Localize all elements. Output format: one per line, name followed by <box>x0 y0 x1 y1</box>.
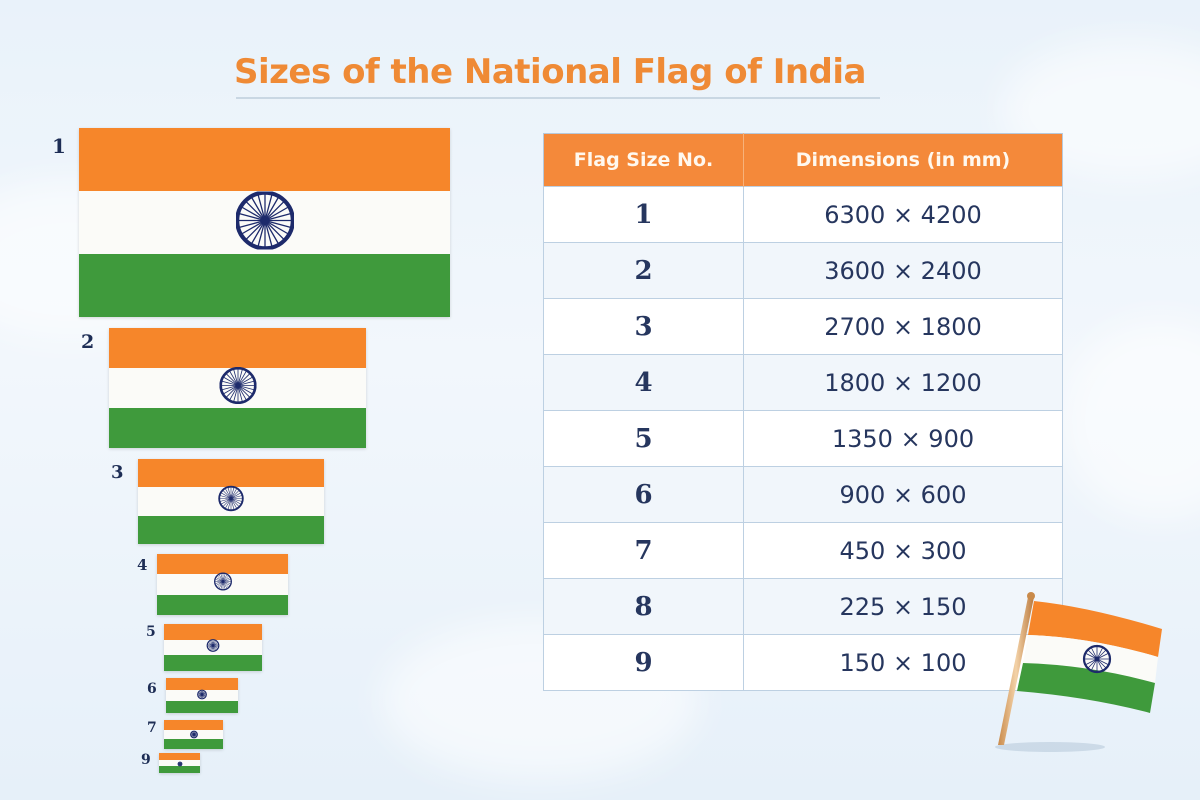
table-row: 6 900 × 600 <box>543 466 1063 523</box>
dimensions-cell: 3600 × 2400 <box>743 242 1063 299</box>
flag-size-label: 4 <box>137 556 148 574</box>
dimensions-cell: 6300 × 4200 <box>743 186 1063 243</box>
table-row: 5 1350 × 900 <box>543 410 1063 467</box>
table-row: 2 3600 × 2400 <box>543 242 1063 299</box>
size-no-cell: 4 <box>543 354 744 411</box>
title-divider <box>236 97 880 99</box>
header-flag-size-no: Flag Size No. <box>543 133 744 187</box>
india-flag-icon <box>166 678 238 714</box>
ashoka-chakra-icon <box>206 638 220 657</box>
dimensions-cell: 225 × 150 <box>743 578 1063 635</box>
size-no-cell: 5 <box>543 410 744 467</box>
table-header-row: Flag Size No. Dimensions (in mm) <box>543 133 1063 187</box>
ashoka-chakra-icon <box>213 572 232 596</box>
ashoka-chakra-icon <box>197 687 208 705</box>
flag-size-label: 5 <box>146 624 156 640</box>
ashoka-chakra-icon <box>218 486 244 517</box>
size-no-cell: 2 <box>543 242 744 299</box>
flag-size-label: 7 <box>147 720 157 736</box>
flag-size-label: 1 <box>52 134 66 158</box>
dimensions-cell: 450 × 300 <box>743 522 1063 579</box>
table-row: 1 6300 × 4200 <box>543 186 1063 243</box>
ashoka-chakra-icon <box>177 754 183 772</box>
background-cloud <box>1060 320 1200 520</box>
ashoka-chakra-icon <box>234 190 295 254</box>
india-flag-icon <box>157 554 288 615</box>
india-flag-icon <box>138 459 324 544</box>
table-row: 9 150 × 100 <box>543 634 1063 691</box>
waving-flag-icon <box>995 592 1162 752</box>
dimensions-cell: 2700 × 1800 <box>743 298 1063 355</box>
size-no-cell: 7 <box>543 522 744 579</box>
size-no-cell: 6 <box>543 466 744 523</box>
table-row: 8 225 × 150 <box>543 578 1063 635</box>
flag-size-label: 9 <box>141 752 151 768</box>
table-row: 4 1800 × 1200 <box>543 354 1063 411</box>
table-row: 3 2700 × 1800 <box>543 298 1063 355</box>
india-flag-icon <box>109 328 366 448</box>
dimensions-cell: 1800 × 1200 <box>743 354 1063 411</box>
page-title: Sizes of the National Flag of India <box>234 52 867 92</box>
india-flag-icon <box>79 128 450 317</box>
flag-size-table: Flag Size No. Dimensions (in mm) 1 6300 ×… <box>543 133 1063 691</box>
ashoka-chakra-icon <box>218 366 257 409</box>
header-dimensions: Dimensions (in mm) <box>743 133 1063 187</box>
flag-size-label: 6 <box>147 681 157 697</box>
size-no-cell: 9 <box>543 634 744 691</box>
size-no-cell: 3 <box>543 298 744 355</box>
table-row: 7 450 × 300 <box>543 522 1063 579</box>
size-no-cell: 8 <box>543 578 744 635</box>
flag-size-label: 3 <box>111 462 124 483</box>
flag-size-label: 2 <box>81 331 95 353</box>
dimensions-cell: 900 × 600 <box>743 466 1063 523</box>
dimensions-cell: 150 × 100 <box>743 634 1063 691</box>
dimensions-cell: 1350 × 900 <box>743 410 1063 467</box>
india-flag-icon <box>159 753 200 774</box>
size-no-cell: 1 <box>543 186 744 243</box>
india-flag-icon <box>164 720 223 750</box>
ashoka-chakra-icon <box>189 726 198 744</box>
india-flag-icon <box>164 624 262 672</box>
